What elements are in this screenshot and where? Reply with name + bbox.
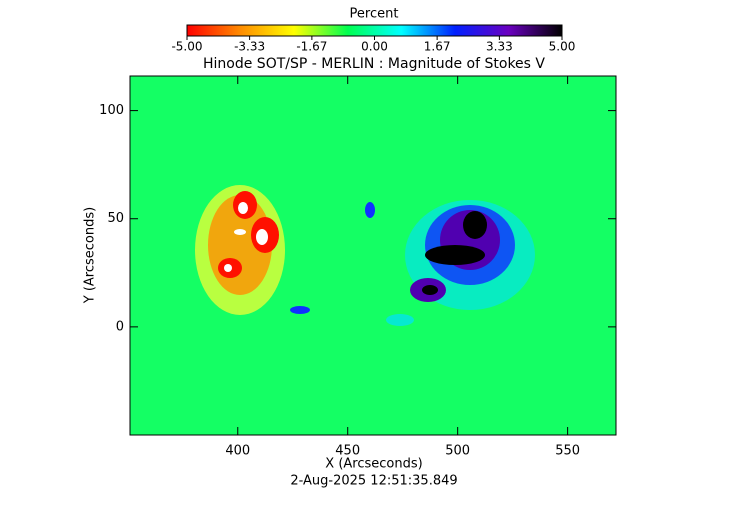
x-tick-label: 400 [225,444,250,459]
colorbar-tick-label: 5.00 [549,40,576,54]
x-axis-label: X (Arcseconds) [325,457,422,472]
colorbar-tick-label: 0.00 [361,40,388,54]
chart-title: Hinode SOT/SP - MERLIN : Magnitude of St… [203,56,545,72]
x-tick-label: 500 [445,444,470,459]
plot-frame [129,75,617,436]
x-tick-label: 450 [335,444,360,459]
colorbar-tick-label: -1.67 [296,40,327,54]
colorbar-tick-label: 3.33 [486,40,513,54]
y-tick-label: 100 [99,103,124,118]
y-tick-label: 50 [107,211,124,226]
colorbar-label: Percent [350,7,399,22]
colorbar-tick-label: -3.33 [234,40,265,54]
y-axis-label: Y (Arcseconds) [83,207,98,304]
image-features [195,185,535,326]
y-tick-label: 0 [116,319,124,334]
timestamp: 2-Aug-2025 12:51:35.849 [290,474,457,489]
colorbar-tick-label: 1.67 [424,40,451,54]
colorbar-tick-label: -5.00 [171,40,202,54]
colorbar [186,24,563,37]
x-tick-label: 550 [555,444,580,459]
